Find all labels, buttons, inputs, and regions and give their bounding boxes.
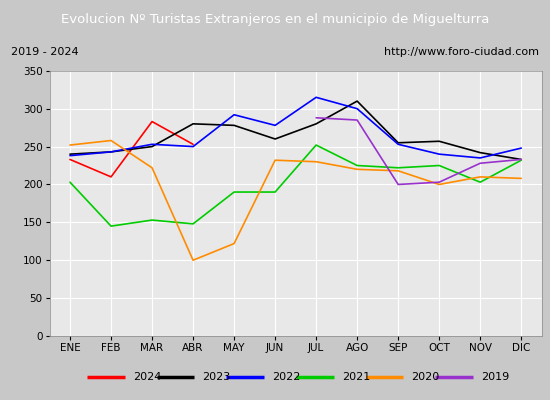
- Text: Evolucion Nº Turistas Extranjeros en el municipio de Miguelturra: Evolucion Nº Turistas Extranjeros en el …: [61, 12, 489, 26]
- Text: 2023: 2023: [202, 372, 231, 382]
- Text: 2019: 2019: [481, 372, 509, 382]
- Text: http://www.foro-ciudad.com: http://www.foro-ciudad.com: [384, 47, 539, 57]
- Text: 2019 - 2024: 2019 - 2024: [11, 47, 79, 57]
- Text: 2020: 2020: [411, 372, 440, 382]
- Text: 2021: 2021: [342, 372, 370, 382]
- Text: 2022: 2022: [272, 372, 301, 382]
- Text: 2024: 2024: [133, 372, 161, 382]
